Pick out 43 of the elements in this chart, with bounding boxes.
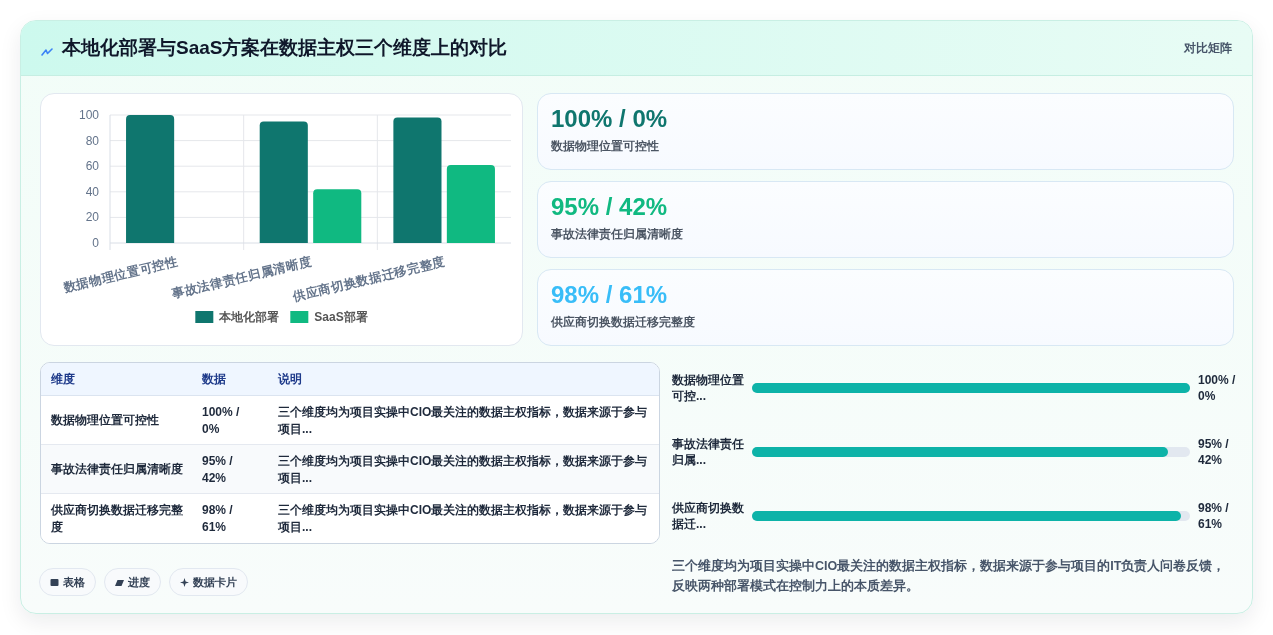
y-tick-label: 100 <box>78 108 100 122</box>
y-tick-label: 20 <box>85 210 100 225</box>
category-label: 说明 <box>278 371 302 388</box>
text: 数据卡片 <box>193 574 237 590</box>
category-label: 数据 <box>202 371 226 388</box>
text: 数据物理位置可控性 <box>551 139 659 154</box>
bar <box>313 189 362 243</box>
text: 表格 <box>63 574 85 590</box>
y-tick-label: 数据物理位置可控... <box>672 372 745 404</box>
text: 本地化部署与SaaS方案在数据主权三个维度上的对比 <box>62 36 508 60</box>
y-tick-label: 40 <box>85 184 100 199</box>
text: 数据物理位置可控性 <box>51 412 159 429</box>
data-label: 100% / 0% <box>1198 372 1237 404</box>
y-tick-label: 80 <box>85 133 100 148</box>
y-tick-label: 供应商切换数据迁... <box>672 500 745 532</box>
y-tick-label: 60 <box>85 159 100 174</box>
bar <box>126 115 175 243</box>
text: 供应商切换数据迁移完整度 <box>51 501 184 536</box>
text: 三个维度均为项目实操中CIO最关注的数据主权指标，数据来源于参与项目... <box>278 452 649 487</box>
text: 三个维度均为项目实操中CIO最关注的数据主权指标，数据来源于参与项目... <box>278 403 649 438</box>
legend-label: 本地化部署 <box>218 310 280 324</box>
text: 进度 <box>128 574 150 590</box>
text: 三个维度均为项目实操中CIO最关注的数据主权指标，数据来源于参与项目的IT负责人问卷反馈，反映两种部署模式在控制力上的本质差异。 <box>672 557 1227 595</box>
text: 三个维度均为项目实操中CIO最关注的数据主权指标，数据来源于参与项目... <box>278 501 649 536</box>
y-tick-label: 0 <box>92 236 100 250</box>
bar <box>259 121 308 243</box>
text: 对比矩阵 <box>1184 40 1232 57</box>
bar <box>446 164 495 243</box>
text: 供应商切换数据迁移完整度 <box>551 314 695 330</box>
text: 98% / 61% <box>202 501 234 536</box>
text: 95% / 42% <box>202 452 234 487</box>
y-tick-label: 事故法律责任归属... <box>672 436 745 468</box>
text: 98% / 61% <box>551 281 668 309</box>
bar <box>393 117 442 243</box>
text: 100% / 0% <box>202 403 241 438</box>
data-label: 98% / 61% <box>1198 500 1230 532</box>
legend-label: SaaS部署 <box>314 310 368 324</box>
category-label: 维度 <box>51 371 75 388</box>
text: 事故法律责任归属清晰度 <box>551 226 683 242</box>
text: 95% / 42% <box>551 193 668 221</box>
text: 100% / 0% <box>551 105 668 133</box>
text: 事故法律责任归属清晰度 <box>51 461 183 478</box>
data-label: 95% / 42% <box>1198 436 1230 468</box>
